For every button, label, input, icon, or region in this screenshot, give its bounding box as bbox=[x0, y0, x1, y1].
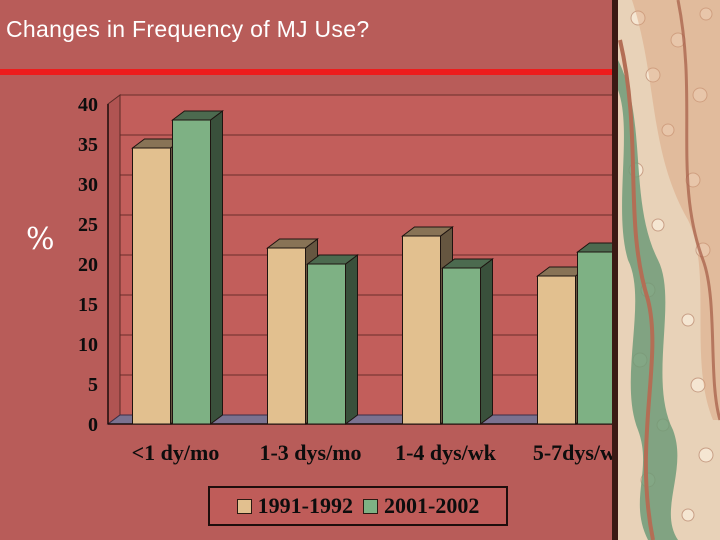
legend-swatch-2001 bbox=[363, 498, 378, 514]
legend-item-1991: 1991-1992 bbox=[236, 493, 353, 519]
bar-1991-1992-1 bbox=[267, 247, 306, 425]
chart-legend: 1991-1992 2001-2002 bbox=[208, 486, 508, 526]
legend-item-2001: 2001-2002 bbox=[363, 493, 479, 519]
chart-side-wall bbox=[107, 94, 121, 425]
y-tick-label: 35 bbox=[78, 134, 98, 156]
y-tick-label: 10 bbox=[78, 334, 98, 356]
legend-label-2001: 2001-2002 bbox=[384, 493, 480, 518]
slide-title: Changes in Frequency of MJ Use? bbox=[6, 16, 370, 42]
y-tick-label: 5 bbox=[88, 374, 98, 396]
bar-2001-2002-3 bbox=[577, 251, 616, 425]
legend-swatch-1991 bbox=[236, 498, 252, 514]
x-category-label: 1-3 dys/mo bbox=[259, 440, 361, 465]
decorative-edge bbox=[612, 0, 618, 540]
bar-side bbox=[210, 110, 223, 425]
bar-2001-2002-2 bbox=[442, 267, 481, 425]
title-underline bbox=[0, 69, 720, 75]
y-tick-label: 15 bbox=[78, 294, 98, 316]
legend-label-1991: 1991-1992 bbox=[257, 493, 353, 518]
bar-1991-1992-3 bbox=[537, 275, 576, 425]
bar-1991-1992-0 bbox=[132, 147, 171, 425]
bar-side bbox=[345, 254, 358, 425]
y-tick-label: 40 bbox=[78, 94, 98, 116]
y-tick-label: 30 bbox=[78, 174, 98, 196]
x-category-label: <1 dy/mo bbox=[132, 440, 220, 465]
bar-2001-2002-1 bbox=[307, 263, 346, 425]
y-axis-label: % bbox=[26, 222, 55, 257]
y-tick-label: 20 bbox=[78, 254, 98, 276]
bar-side bbox=[480, 258, 493, 425]
y-tick-label: 25 bbox=[78, 214, 98, 236]
decorative-fabric-border bbox=[618, 0, 720, 540]
bar-1991-1992-2 bbox=[402, 235, 441, 425]
bar-2001-2002-0 bbox=[172, 119, 211, 425]
x-category-label: 1-4 dys/wk bbox=[395, 440, 497, 465]
y-tick-label: 0 bbox=[88, 414, 98, 436]
